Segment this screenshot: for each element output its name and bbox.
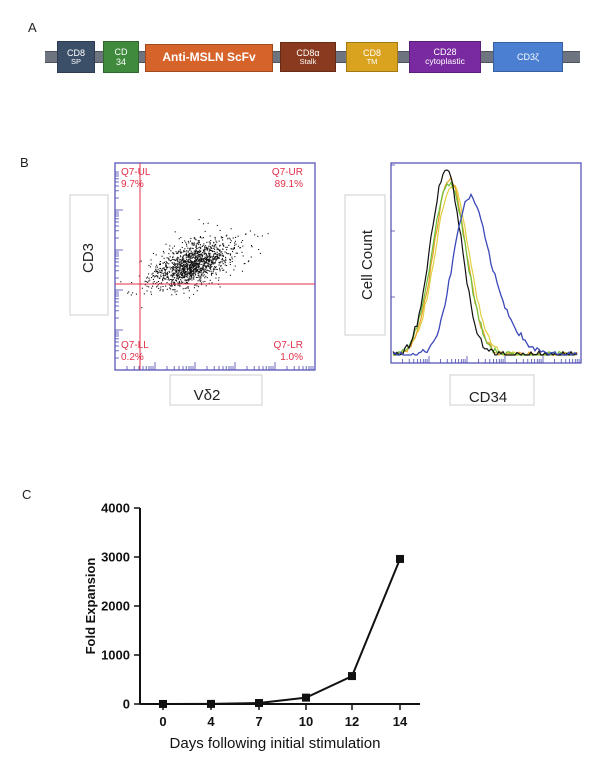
panel-label-b: B (20, 155, 29, 170)
segment-cd8a-stalk: CD8α Stalk (280, 42, 336, 72)
x-tick-label: 0 (159, 714, 166, 729)
y-tick-label: 3000 (101, 550, 130, 565)
segment-cd8-sp: CD8 SP (57, 41, 95, 73)
series-points (159, 554, 404, 708)
data-point-day-4 (207, 699, 215, 708)
data-point-day-7 (255, 699, 263, 708)
segment-cd8-tm: CD8 TM (346, 42, 398, 72)
y-axis-title: Fold Expansion (83, 558, 98, 655)
panel-label-c: C (22, 487, 32, 502)
chart-axes: 0 1000 2000 3000 4000 0 4 7 10 12 14 (101, 501, 420, 729)
data-point-day-0 (159, 699, 167, 708)
panel-label-a: A (28, 20, 37, 35)
y-tick-label: 2000 (101, 599, 130, 614)
series-line-fold-expansion (162, 558, 401, 705)
data-point-day-10 (302, 693, 310, 702)
x-tick-label: 7 (255, 714, 262, 729)
x-tick-label: 14 (393, 714, 408, 729)
segment-anti-msln-scfv: Anti-MSLN ScFv (145, 44, 273, 72)
car-construct-diagram: CD8 SP CD 34 Anti-MSLN ScFv CD8α Stalk CD8 T… (0, 0, 600, 100)
x-tick-label: 10 (299, 714, 313, 729)
y-tick-label: 0 (123, 697, 130, 712)
segment-cd3-zeta: CD3ζ (493, 42, 563, 72)
x-tick-label: 12 (345, 714, 359, 729)
segment-cd34: CD 34 (103, 41, 139, 73)
data-point-day-12 (348, 672, 356, 681)
segment-cd28-cytoplastic: CD28 cytoplastic (409, 41, 481, 73)
x-tick-label: 4 (207, 714, 215, 729)
x-axis-title: Days following initial stimulation (170, 735, 381, 752)
data-point-day-14 (396, 554, 404, 563)
y-tick-label: 1000 (101, 648, 130, 663)
y-tick-label: 4000 (101, 501, 130, 516)
